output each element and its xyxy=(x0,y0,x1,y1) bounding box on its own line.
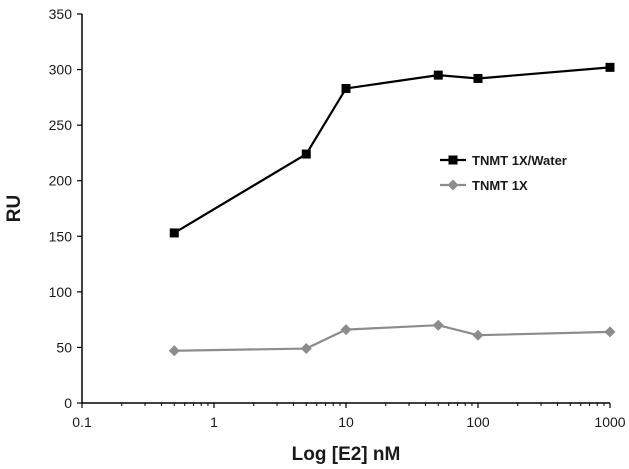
y-tick-label: 250 xyxy=(49,117,73,133)
y-axis-title: RU xyxy=(4,195,25,222)
data-point xyxy=(604,326,616,338)
x-axis-title: Log [E2] nM xyxy=(292,444,401,465)
data-point xyxy=(432,319,444,331)
x-tick-label: 1000 xyxy=(594,414,625,430)
data-point xyxy=(605,62,615,72)
axes xyxy=(81,14,610,404)
data-point xyxy=(472,329,484,341)
data-point xyxy=(433,70,443,80)
y-tick-label: 150 xyxy=(49,228,73,244)
legend-marker xyxy=(448,155,458,165)
legend-marker xyxy=(447,179,459,191)
data-point xyxy=(301,149,311,159)
y-ticks: 0 50 100 150 200 250 300 350 xyxy=(49,6,82,411)
y-tick-label: 100 xyxy=(49,284,73,300)
series-line xyxy=(174,324,611,352)
legend-label: TNMT 1X/Water xyxy=(472,153,567,168)
x-tick-label: 100 xyxy=(466,414,490,430)
series-0 xyxy=(169,62,615,238)
y-tick-label: 300 xyxy=(49,62,73,78)
x-tick-label: 10 xyxy=(338,414,354,430)
y-tick-label: 50 xyxy=(56,339,72,355)
series-layer xyxy=(168,62,616,357)
legend-item: TNMT 1X/Water xyxy=(440,153,567,168)
y-tick-label: 0 xyxy=(64,395,72,411)
data-point xyxy=(340,324,352,336)
series-1 xyxy=(168,319,616,357)
legend-item: TNMT 1X xyxy=(440,178,528,193)
y-tick-label: 200 xyxy=(49,173,73,189)
legend: TNMT 1X/Water TNMT 1X xyxy=(440,153,567,193)
x-tick-label: 1 xyxy=(210,414,218,430)
data-point xyxy=(300,343,312,355)
data-point xyxy=(473,73,483,83)
y-tick-label: 350 xyxy=(49,6,73,22)
data-point xyxy=(341,83,351,93)
data-point xyxy=(169,228,179,238)
legend-label: TNMT 1X xyxy=(472,178,528,193)
x-ticks: 0.1 1 10 100 1000 xyxy=(72,403,626,430)
data-point xyxy=(168,345,180,357)
series-line xyxy=(173,66,611,234)
x-tick-label: 0.1 xyxy=(72,414,92,430)
